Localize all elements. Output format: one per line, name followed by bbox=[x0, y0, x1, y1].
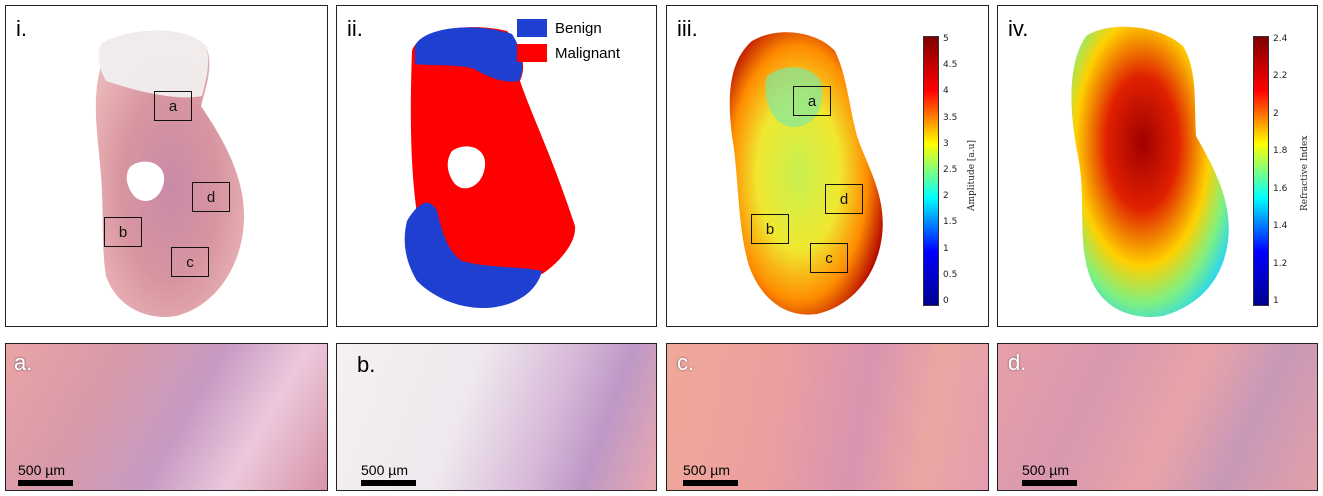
panel-label: b. bbox=[357, 352, 376, 377]
scalebar-label: 500 µm bbox=[18, 462, 65, 478]
panel-iv: iv. 1 1.2 1.4 1.6 1.8 2 2.2 2.4 Refractive Inde… bbox=[997, 5, 1318, 327]
he-tissue-overview bbox=[95, 30, 245, 317]
colorbar-tick-label: 2.5 bbox=[943, 165, 958, 175]
legend-benign: Benign bbox=[517, 19, 602, 37]
colorbar-tick-label: 2.4 bbox=[1273, 34, 1288, 44]
panel-ii: ii. Benign Malignant bbox=[336, 5, 657, 327]
panel-label: a. bbox=[14, 350, 33, 375]
amplitude-map bbox=[729, 32, 883, 315]
legend-label-malignant: Malignant bbox=[555, 44, 621, 62]
scalebar-label: 500 µm bbox=[1022, 462, 1069, 478]
colorbar-iii bbox=[923, 36, 939, 306]
roi-label: a bbox=[168, 97, 178, 115]
panel-label: i. bbox=[16, 16, 27, 41]
colorbar-tick-label: 2 bbox=[943, 191, 949, 202]
colorbar-tick-label: 0.5 bbox=[943, 269, 958, 280]
panel-iii: iii. a d b c 0 0.5 1 1.5 2 2.5 3 3.5 4 4.5 5 Ampli… bbox=[666, 5, 989, 327]
scalebar-label: 500 µm bbox=[361, 462, 408, 478]
panel-i: i. a d b c bbox=[5, 5, 328, 327]
colorbar-tick-label: 5 bbox=[943, 34, 949, 44]
roi-label: d bbox=[206, 188, 216, 206]
roi-label: b bbox=[765, 220, 775, 238]
panel-label: iii. bbox=[677, 16, 698, 41]
scalebar bbox=[18, 480, 73, 486]
panel-label: iv. bbox=[1008, 16, 1029, 41]
scalebar bbox=[1022, 480, 1077, 486]
classification-map bbox=[404, 27, 576, 309]
roi-box-c: c bbox=[810, 243, 848, 273]
panel-label: d. bbox=[1008, 350, 1027, 375]
panel-a-zoom: a. 500 µm bbox=[5, 343, 328, 491]
roi-box-a: a bbox=[793, 86, 831, 116]
scalebar bbox=[683, 480, 738, 486]
roi-label: c bbox=[186, 253, 194, 271]
roi-label: c bbox=[825, 249, 833, 267]
legend-swatch-benign bbox=[517, 19, 547, 37]
colorbar-tick-label: 2.2 bbox=[1273, 71, 1288, 82]
colorbar-tick-label: 3.5 bbox=[943, 112, 958, 123]
colorbar-iv bbox=[1253, 36, 1269, 306]
panel-b-zoom: b. 500 µm bbox=[336, 343, 657, 491]
colorbar-tick-label: 4 bbox=[943, 86, 949, 97]
panel-c-zoom: c. 500 µm bbox=[666, 343, 989, 491]
roi-label: a bbox=[807, 92, 817, 110]
colorbar-tick-label: 3 bbox=[943, 138, 949, 149]
colorbar-tick-label: 1.4 bbox=[1273, 221, 1288, 232]
roi-box-b: b bbox=[751, 214, 789, 244]
scalebar bbox=[361, 480, 416, 486]
roi-box-d: d bbox=[192, 182, 230, 212]
colorbar-title: Refractive Index bbox=[1300, 135, 1310, 211]
scalebar-label: 500 µm bbox=[683, 462, 730, 478]
colorbar-tick-label: 1.2 bbox=[1273, 258, 1288, 269]
panel-d-zoom: d. 500 µm bbox=[997, 343, 1318, 491]
roi-label: b bbox=[118, 223, 128, 241]
legend-malignant: Malignant bbox=[517, 44, 620, 62]
roi-box-c: c bbox=[171, 247, 209, 277]
roi-box-d: d bbox=[825, 184, 863, 214]
legend-label-benign: Benign bbox=[555, 19, 602, 37]
refractive-index-map bbox=[1071, 26, 1229, 317]
colorbar-tick-label: 1.8 bbox=[1273, 146, 1288, 157]
legend-swatch-malignant bbox=[517, 44, 547, 62]
colorbar-tick-label: 4.5 bbox=[943, 60, 958, 71]
roi-box-a: a bbox=[154, 91, 192, 121]
colorbar-tick-label: 1.6 bbox=[1273, 183, 1288, 194]
colorbar-tick-label: 1.5 bbox=[943, 217, 958, 228]
roi-box-b: b bbox=[104, 217, 142, 247]
colorbar-title: Amplitude [a.u] bbox=[967, 140, 977, 211]
panel-label: ii. bbox=[347, 16, 363, 41]
colorbar-tick-label: 0 bbox=[943, 296, 949, 306]
colorbar-tick-label: 2 bbox=[1273, 108, 1279, 119]
colorbar-tick-label: 1 bbox=[943, 243, 949, 254]
panel-label: c. bbox=[677, 350, 695, 375]
colorbar-tick-label: 1 bbox=[1273, 296, 1279, 306]
roi-label: d bbox=[839, 190, 849, 208]
